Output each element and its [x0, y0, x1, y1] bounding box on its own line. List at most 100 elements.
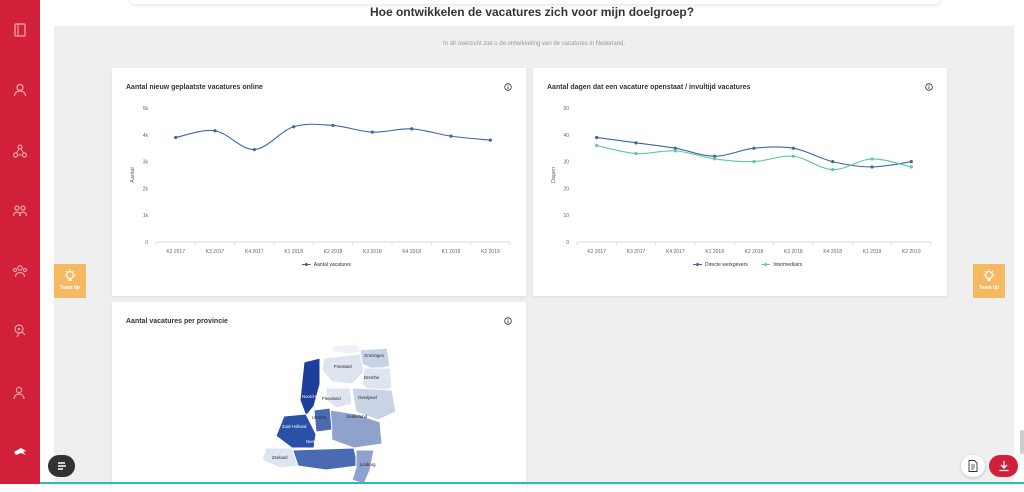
vacancy-book-icon[interactable]: [12, 22, 28, 38]
data-point: [449, 134, 453, 138]
team-tip-label: Team tip: [978, 285, 1000, 291]
download-button[interactable]: [989, 455, 1018, 477]
menu-button[interactable]: [48, 455, 75, 477]
candidate-profile-icon[interactable]: [12, 82, 28, 98]
province-groningen[interactable]: [359, 347, 391, 371]
info-icon[interactable]: [504, 317, 512, 325]
province-limburg[interactable]: [351, 449, 375, 484]
y-tick-label: 30: [563, 160, 569, 166]
data-point: [831, 168, 835, 172]
data-point: [713, 157, 717, 161]
legend-label: Aantal vacatures: [314, 262, 352, 268]
scrollbar-thumb[interactable]: [1020, 430, 1024, 454]
map-label: Friesland: [334, 364, 352, 369]
y-tick-label: 3k: [143, 160, 149, 166]
days-open-line-chart: 0 10 20 30 40 50 K2 2017 K3 2017 K4 2017 K1 2018 K…: [551, 106, 932, 268]
province-noord-holland[interactable]: [299, 357, 321, 417]
province-zeeland[interactable]: [262, 447, 299, 469]
map-label: Noord-Holland: [302, 394, 330, 399]
page-title: Hoe ontwikkelen de vacatures zich voor m…: [369, 5, 695, 19]
province-friesland[interactable]: [321, 353, 365, 385]
lightbulb-icon: [983, 269, 995, 281]
data-point: [595, 135, 599, 140]
sidebar: [0, 0, 40, 484]
team-tip-label: Team tip: [59, 285, 81, 291]
person-search-icon[interactable]: [12, 385, 28, 401]
map-label: Gelderland: [346, 414, 368, 419]
x-tick-label: K2 2019: [902, 249, 921, 255]
province-noord-brabant[interactable]: [291, 447, 359, 471]
province-gelderland[interactable]: [329, 409, 383, 449]
chart-title: Aantal dagen dat een vacature openstaat …: [547, 84, 751, 91]
team-tip-button-left[interactable]: Team tip: [54, 264, 86, 298]
y-tick-label: 50: [563, 106, 569, 112]
data-point: [713, 154, 717, 158]
info-icon[interactable]: [925, 83, 933, 91]
document-button[interactable]: [961, 455, 985, 477]
data-point: [488, 138, 492, 142]
logo-icon: [12, 443, 28, 459]
legend-label: Directe werkgevers: [705, 262, 748, 268]
province-overijssel[interactable]: [351, 387, 397, 421]
x-tick-label: K3 2018: [784, 249, 803, 255]
data-point: [673, 146, 677, 150]
data-point: [870, 165, 874, 169]
data-point: [752, 146, 756, 150]
data-point: [634, 151, 638, 156]
data-point: [213, 129, 217, 133]
series-line: [175, 123, 491, 151]
data-point: [410, 127, 414, 131]
map-label: Noord-Brabant: [306, 439, 335, 444]
y-tick-label: 20: [563, 186, 569, 192]
y-axis-label: Aantal: [130, 167, 136, 183]
map-label: Groningen: [364, 353, 385, 358]
intro-text: In dit overzicht ziet u de ontwikkeling …: [442, 41, 626, 47]
province-map-card: Aantal vacatures per provincie Groningen…: [112, 302, 526, 492]
info-icon[interactable]: [504, 83, 512, 91]
x-tick-label: K3 2017: [627, 249, 646, 255]
network-icon[interactable]: [12, 143, 28, 159]
x-tick-label: K2 2018: [745, 249, 764, 255]
x-tick-label: K1 2019: [863, 249, 882, 255]
x-tick-label: K4 2018: [823, 249, 842, 255]
legend-marker: [696, 263, 700, 266]
data-point: [791, 146, 795, 150]
document-icon: [968, 460, 978, 472]
team-tip-button-right[interactable]: Team tip: [973, 264, 1005, 298]
top-card: [130, 0, 940, 4]
y-tick-label: 2k: [143, 186, 149, 192]
x-tick-label: K3 2017: [206, 249, 225, 255]
lightbulb-icon: [64, 269, 76, 281]
download-icon: [999, 461, 1008, 472]
data-point: [791, 154, 795, 158]
bottom-accent-line: [40, 482, 1024, 484]
data-point: [331, 123, 335, 128]
map-label: Limburg: [360, 462, 376, 467]
y-tick-label: 1k: [143, 213, 149, 219]
map-label: Drenthe: [364, 375, 380, 380]
data-point: [595, 143, 599, 148]
data-point: [174, 135, 178, 140]
wadden-islands: [331, 344, 363, 355]
skills-icon[interactable]: [12, 323, 28, 339]
content-area: In dit overzicht ziet u de ontwikkeling …: [54, 26, 1014, 492]
x-tick-label: K4 2018: [402, 249, 421, 255]
team-icon[interactable]: [12, 203, 28, 219]
x-tick-label: K2 2018: [324, 249, 343, 255]
y-tick-label: 0: [145, 240, 148, 246]
data-point: [831, 160, 835, 164]
group-icon[interactable]: [12, 263, 28, 279]
data-point: [292, 125, 296, 129]
days-open-chart-card: Aantal dagen dat een vacature openstaat …: [533, 68, 947, 296]
legend-label: Intermediairs: [773, 262, 802, 268]
province-utrecht[interactable]: [313, 407, 333, 433]
y-axis-label: Dagen: [551, 167, 557, 183]
y-tick-label: 10: [563, 213, 569, 219]
y-tick-label: 4k: [143, 133, 149, 139]
province-flevoland[interactable]: [325, 387, 353, 409]
y-tick-label: 0: [566, 240, 569, 246]
province-zuid-holland[interactable]: [275, 413, 317, 449]
x-tick-label: K4 2017: [245, 249, 264, 255]
x-tick-label: K2 2017: [166, 249, 185, 255]
data-point: [634, 141, 638, 145]
